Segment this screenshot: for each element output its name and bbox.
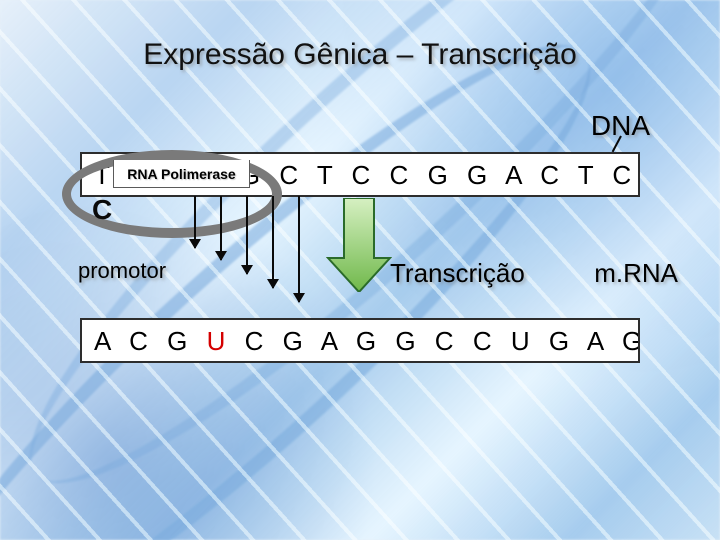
nucleotide: A	[321, 326, 343, 356]
small-arrow	[220, 196, 222, 260]
nucleotide: A	[587, 326, 609, 356]
nucleotide: G	[622, 326, 640, 356]
nucleotide: C	[390, 160, 415, 190]
nucleotide: C	[129, 326, 154, 356]
nucleotide: C	[279, 160, 304, 190]
nucleotide: G	[428, 160, 454, 190]
mrna-sequence-box: A C G U C G A G G C C U G A G G U A . . …	[80, 318, 640, 363]
nucleotide: C	[245, 326, 270, 356]
nucleotide: C	[473, 326, 498, 356]
slide-stage: Expressão Gênica – Transcrição DNA T G C…	[0, 0, 720, 540]
nucleotide: G	[283, 326, 309, 356]
rna-polymerase-label: RNA Polimerase	[127, 166, 235, 182]
nucleotide: T	[578, 160, 599, 190]
nucleotide: G	[467, 160, 493, 190]
nucleotide: G	[549, 326, 575, 356]
small-arrow	[272, 196, 274, 288]
nucleotide: C	[612, 160, 637, 190]
mrna-label: m.RNA	[594, 258, 678, 289]
small-arrow	[194, 196, 196, 248]
nucleotide: A	[94, 326, 116, 356]
nucleotide: C	[540, 160, 565, 190]
nucleotide: T	[317, 160, 338, 190]
nucleotide: G	[167, 326, 193, 356]
nucleotide: A	[505, 160, 527, 190]
nucleotide: G	[395, 326, 421, 356]
nucleotide: C	[352, 160, 377, 190]
transcription-arrow	[326, 198, 392, 292]
nucleotide: C	[435, 326, 460, 356]
transcription-arrow-svg	[326, 198, 392, 292]
page-title: Expressão Gênica – Transcrição	[0, 38, 720, 72]
rna-polymerase-label-box: RNA Polimerase	[113, 160, 250, 188]
promotor-label: promotor	[78, 258, 166, 284]
hidden-dna-fragment: C	[92, 194, 118, 226]
small-arrow	[298, 196, 300, 302]
small-arrow	[246, 196, 248, 274]
nucleotide: U	[207, 326, 232, 356]
nucleotide: U	[511, 326, 536, 356]
nucleotide: G	[356, 326, 382, 356]
transcription-label: Transcrição	[390, 258, 525, 289]
